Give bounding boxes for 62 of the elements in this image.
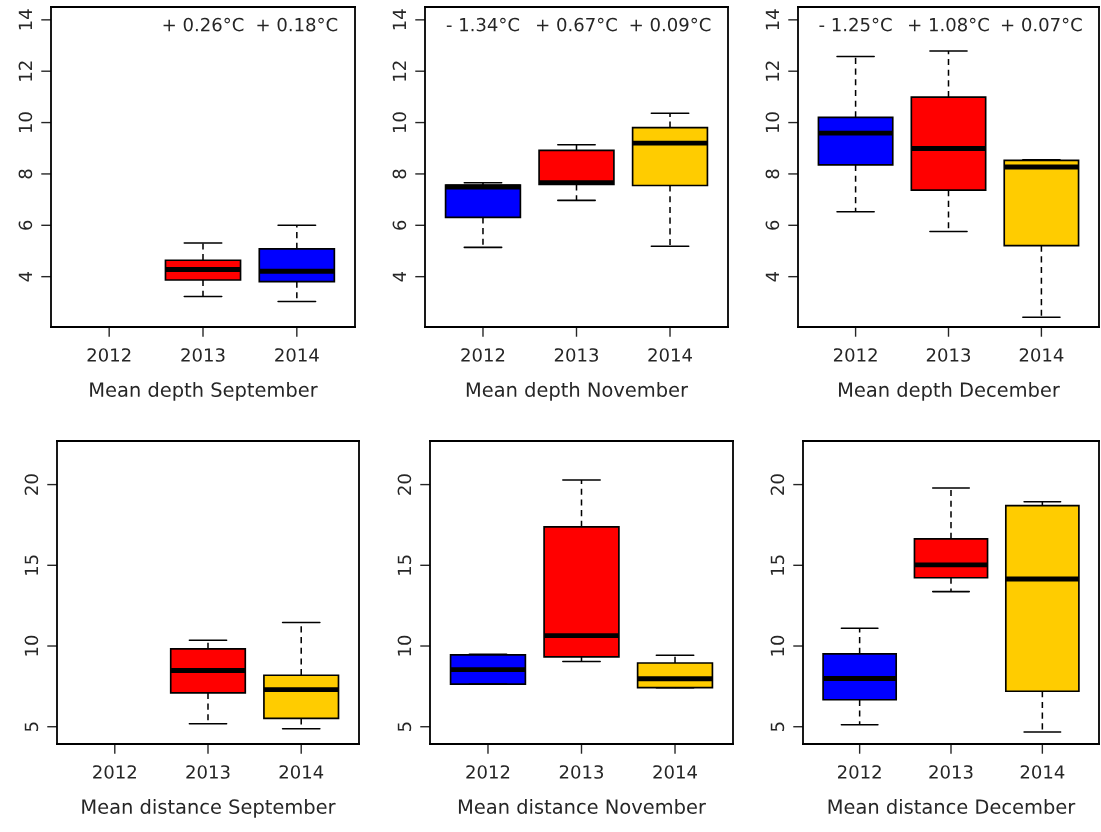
y-tick-label: 10 — [392, 112, 407, 133]
x-tick-label: 2013 — [929, 765, 973, 779]
x-axis-title: Mean depth September — [90, 381, 318, 401]
y-tick-label: 8 — [765, 169, 780, 179]
x-axis-title: Mean distance December — [828, 798, 1076, 815]
x-tick-label: 2013 — [559, 765, 604, 779]
y-tick-label: 15 — [397, 555, 412, 575]
x-tick-label: 2012 — [87, 348, 131, 362]
x-axis-title: Mean distance November — [458, 798, 706, 815]
annotation: + 0.09°C — [630, 17, 711, 32]
x-axis-title: Mean depth December — [839, 381, 1060, 401]
x-tick-label: 2013 — [186, 765, 230, 779]
y-tick-label: 5 — [24, 722, 39, 732]
y-tick-label: 5 — [770, 722, 785, 732]
y-tick-label: 5 — [397, 722, 412, 732]
y-tick-label: 4 — [765, 271, 779, 282]
x-tick-label: 2014 — [279, 765, 324, 779]
y-tick-label: 12 — [18, 61, 32, 81]
y-tick-label: 10 — [397, 635, 412, 656]
x-tick-label: 2012 — [93, 765, 136, 779]
annotation: + 1.08°C — [909, 17, 989, 32]
annotation: + 0.67°C — [537, 17, 617, 32]
annotation: + 0.18°C — [257, 17, 338, 32]
y-tick-label: 4 — [392, 271, 406, 282]
y-tick-label: 14 — [18, 9, 32, 30]
y-tick-label: 6 — [392, 220, 407, 230]
y-tick-label: 12 — [392, 61, 406, 81]
x-tick-label: 2014 — [1020, 765, 1065, 779]
annotation: - 1.34°C — [446, 17, 520, 32]
y-tick-label: 4 — [18, 271, 32, 282]
y-tick-label: 10 — [18, 112, 33, 133]
annotation: + 0.07°C — [1001, 17, 1082, 32]
x-tick-label: 2013 — [554, 348, 599, 362]
y-tick-label: 14 — [392, 9, 406, 30]
y-tick-label: 20 — [397, 474, 412, 495]
x-tick-label: 2014 — [648, 348, 692, 362]
y-tick-label: 10 — [770, 635, 785, 656]
annotation: + 0.26°C — [163, 17, 244, 32]
y-tick-label: 14 — [765, 9, 779, 30]
x-axis-title: Mean depth November — [466, 381, 689, 401]
y-tick-label: 20 — [770, 474, 785, 495]
y-tick-label: 10 — [765, 112, 780, 133]
x-tick-label: 2014 — [275, 348, 319, 362]
y-tick-label: 12 — [765, 61, 779, 81]
x-tick-label: 2013 — [181, 348, 225, 362]
x-tick-label: 2014 — [1019, 348, 1064, 362]
y-tick-label: 8 — [18, 169, 33, 179]
y-tick-label: 10 — [24, 635, 39, 656]
y-tick-label: 20 — [24, 474, 39, 495]
x-tick-label: 2012 — [466, 765, 510, 779]
x-axis-title: Mean distance September — [82, 798, 336, 818]
x-tick-label: 2012 — [837, 765, 881, 779]
y-tick-label: 8 — [392, 169, 407, 179]
x-tick-label: 2012 — [833, 348, 877, 362]
y-tick-label: 15 — [24, 555, 39, 575]
y-tick-label: 6 — [18, 220, 33, 230]
y-tick-label: 15 — [770, 555, 785, 575]
x-tick-label: 2012 — [461, 348, 505, 362]
x-tick-label: 2014 — [653, 765, 697, 779]
y-tick-label: 6 — [765, 220, 780, 230]
x-tick-label: 2013 — [926, 348, 971, 362]
annotation: - 1.25°C — [819, 17, 892, 32]
